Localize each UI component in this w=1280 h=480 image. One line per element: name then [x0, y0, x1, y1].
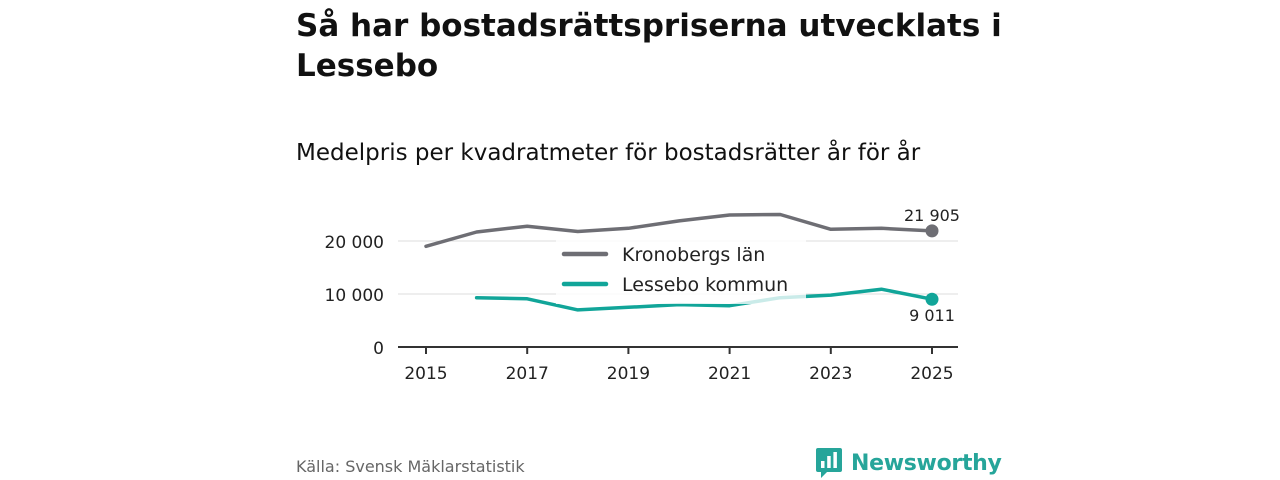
x-tick-label: 2023 — [809, 364, 852, 384]
end-value-label: 9 011 — [909, 306, 955, 325]
x-tick-label: 2017 — [506, 364, 549, 384]
series-line-kronobergs-lan — [424, 212, 934, 249]
x-tick-label: 2019 — [607, 364, 650, 384]
y-tick-label: 0 — [373, 339, 384, 359]
end-point-kronobergs-lan — [925, 224, 939, 238]
legend-background — [556, 240, 806, 304]
end-value-label: 21 905 — [904, 206, 960, 225]
brand-name: Newsworthy — [851, 450, 1002, 476]
source-note: Källa: Svensk Mäklarstatistik — [296, 457, 525, 476]
chart-title: Så har bostadsrättspriserna utvecklats i… — [296, 8, 1002, 84]
newsworthy-chart-icon — [816, 448, 842, 478]
line-chart: 0 10 000 20 000 2015 2017 2019 2021 2023 2025 Kr… — [325, 206, 960, 384]
x-tick-label: 2021 — [708, 364, 751, 384]
x-tick-label: 2025 — [910, 364, 953, 384]
legend: Kronobergs län Lessebo kommun — [556, 240, 806, 304]
series-layer — [424, 212, 939, 312]
x-tick-label: 2015 — [404, 364, 447, 384]
newsworthy-logo: Newsworthy — [815, 446, 1002, 480]
y-tick-label: 20 000 — [325, 233, 384, 253]
label-layer: 21 905 9 011 — [904, 206, 960, 325]
chart-subtitle: Medelpris per kvadratmeter för bostadsrä… — [296, 140, 921, 166]
axis-layer: 0 10 000 20 000 2015 2017 2019 2021 2023 2025 — [325, 233, 958, 384]
legend-label: Kronobergs län — [622, 244, 765, 266]
series-line-lessebo-kommun — [474, 287, 934, 312]
y-tick-label: 10 000 — [325, 286, 384, 306]
legend-label: Lessebo kommun — [622, 274, 788, 296]
end-point-lessebo-kommun — [925, 292, 939, 306]
